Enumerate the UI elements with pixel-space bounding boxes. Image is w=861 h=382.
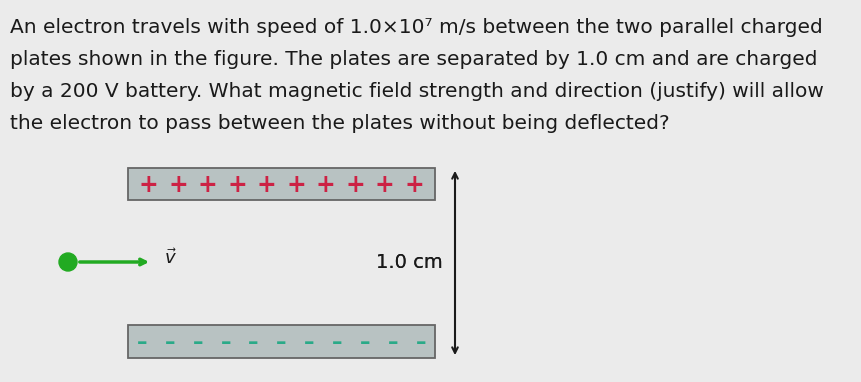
Text: the electron to pass between the plates without being deflected?: the electron to pass between the plates …: [10, 114, 669, 133]
Text: –: –: [137, 332, 147, 353]
Text: –: –: [360, 332, 370, 353]
Bar: [127, 168, 435, 200]
Text: +: +: [168, 173, 188, 197]
Text: by a 200 V battery. What magnetic field strength and direction (justify) will al: by a 200 V battery. What magnetic field …: [10, 82, 823, 101]
Circle shape: [59, 253, 77, 271]
Text: +: +: [345, 173, 365, 197]
Text: 1.0 cm: 1.0 cm: [375, 253, 443, 272]
Text: 1.0 cm: 1.0 cm: [375, 253, 443, 272]
Text: –: –: [192, 332, 203, 353]
Text: +: +: [257, 173, 276, 197]
Text: –: –: [276, 332, 287, 353]
Text: –: –: [164, 332, 175, 353]
Text: –: –: [387, 332, 398, 353]
Text: +: +: [315, 173, 335, 197]
Bar: [127, 325, 435, 358]
Text: –: –: [415, 332, 426, 353]
Text: +: +: [197, 173, 217, 197]
Text: –: –: [304, 332, 314, 353]
Text: –: –: [220, 332, 231, 353]
Text: +: +: [227, 173, 247, 197]
Text: –: –: [331, 332, 342, 353]
Text: +: +: [375, 173, 394, 197]
Text: plates shown in the figure. The plates are separated by 1.0 cm and are charged: plates shown in the figure. The plates a…: [10, 50, 816, 69]
Text: +: +: [286, 173, 306, 197]
Text: $\vec{v}$: $\vec{v}$: [164, 248, 177, 268]
Text: +: +: [404, 173, 424, 197]
Text: An electron travels with speed of 1.0×10⁷ m/s between the two parallel charged: An electron travels with speed of 1.0×10…: [10, 18, 821, 37]
Text: +: +: [139, 173, 158, 197]
Text: –: –: [248, 332, 258, 353]
